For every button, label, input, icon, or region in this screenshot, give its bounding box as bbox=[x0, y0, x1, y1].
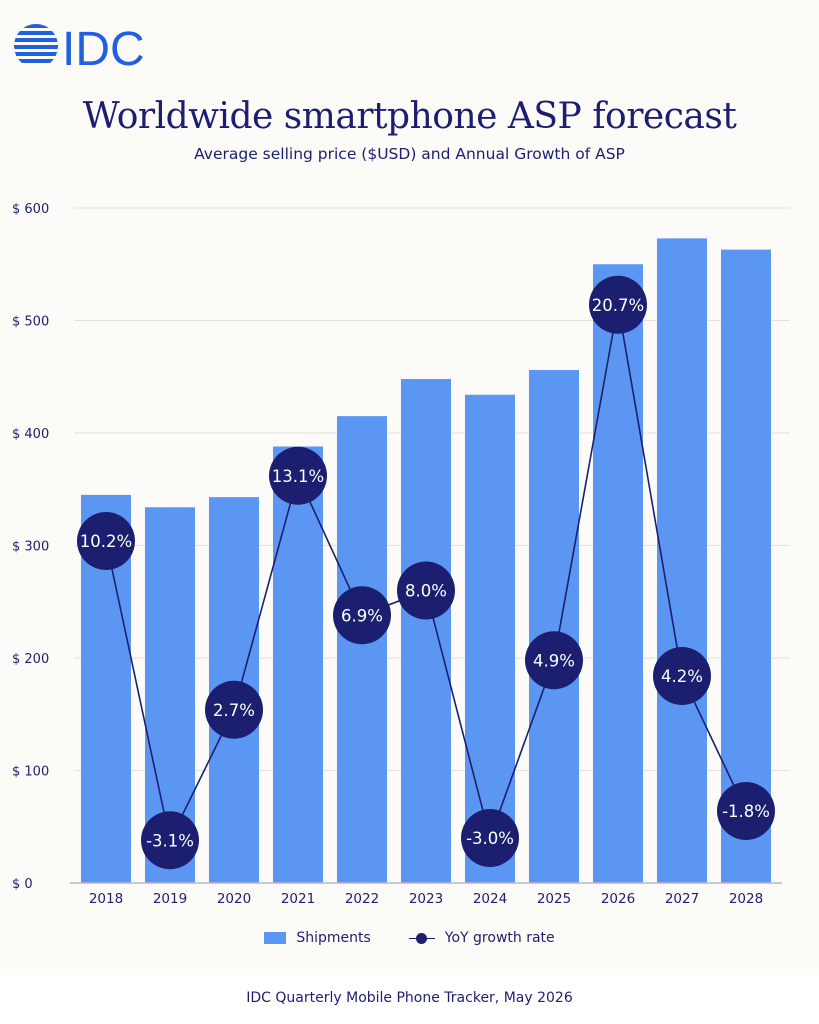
growth-data-label: 6.9% bbox=[341, 606, 383, 625]
x-tick-label: 2027 bbox=[665, 891, 699, 907]
bar bbox=[401, 379, 451, 883]
growth-data-label: -1.8% bbox=[722, 802, 770, 821]
growth-point bbox=[717, 782, 775, 840]
x-tick-label: 2021 bbox=[281, 891, 315, 907]
growth-point bbox=[269, 446, 327, 505]
svg-text:IDC: IDC bbox=[62, 23, 145, 72]
growth-data-label: 4.2% bbox=[661, 667, 703, 686]
growth-point bbox=[333, 586, 391, 645]
legend-label-growth: YoY growth rate bbox=[444, 930, 555, 946]
growth-data-label: 2.7% bbox=[213, 701, 255, 720]
chart-subtitle: Average selling price ($USD) and Annual … bbox=[194, 145, 625, 163]
x-tick-label: 2023 bbox=[409, 891, 443, 907]
growth-data-label: 10.2% bbox=[80, 532, 132, 551]
legend-item-growth: YoY growth rate bbox=[408, 930, 555, 946]
x-tick-label: 2018 bbox=[89, 891, 123, 907]
y-tick-label: $ 100 bbox=[12, 765, 49, 780]
growth-point bbox=[525, 631, 583, 690]
legend-swatch-line bbox=[408, 931, 435, 945]
growth-point bbox=[77, 512, 135, 570]
chart-card: IDC Worldwide smartphone ASP forecast Av… bbox=[0, 23, 819, 946]
x-tick-label: 2022 bbox=[345, 891, 379, 907]
y-tick-label: $ 0 bbox=[12, 877, 33, 892]
growth-point bbox=[141, 811, 199, 870]
chart-legend: Shipments YoY growth rate bbox=[0, 930, 819, 946]
legend-item-shipments: Shipments bbox=[264, 930, 371, 946]
growth-point bbox=[589, 275, 647, 334]
y-tick-label: $ 600 bbox=[12, 202, 49, 217]
combo-chart: $ 0 $ 100 $ 200 $ 300 $ 400 $ 500 $ 600 2018 201… bbox=[12, 202, 790, 907]
y-tick-label: $ 300 bbox=[12, 540, 49, 555]
x-tick-label: 2025 bbox=[537, 891, 571, 907]
idc-logo: IDC bbox=[14, 23, 145, 72]
growth-point bbox=[205, 680, 263, 739]
growth-data-label: 20.7% bbox=[592, 296, 644, 315]
bar bbox=[593, 264, 643, 883]
chart-title: Worldwide smartphone ASP forecast bbox=[82, 96, 737, 137]
bar bbox=[337, 416, 387, 883]
source-note: IDC Quarterly Mobile Phone Tracker, May … bbox=[246, 990, 573, 1006]
growth-data-label: 13.1% bbox=[272, 467, 324, 486]
bar bbox=[465, 394, 515, 883]
growth-point bbox=[653, 647, 711, 705]
y-tick-label: $ 200 bbox=[12, 652, 49, 667]
bar bbox=[657, 238, 707, 883]
legend-swatch-bar bbox=[264, 932, 287, 944]
growth-point bbox=[397, 561, 455, 620]
bar bbox=[273, 446, 323, 883]
x-tick-label: 2019 bbox=[153, 891, 187, 907]
growth-data-label: -3.0% bbox=[466, 829, 514, 848]
y-tick-label: $ 500 bbox=[12, 315, 49, 330]
x-tick-label: 2024 bbox=[473, 891, 507, 907]
growth-data-label: 8.0% bbox=[405, 582, 447, 601]
bar bbox=[529, 370, 579, 883]
x-tick-label: 2020 bbox=[217, 891, 251, 907]
growth-data-label: -3.1% bbox=[146, 831, 194, 850]
x-tick-label: 2028 bbox=[729, 891, 763, 907]
x-tick-label: 2026 bbox=[601, 891, 635, 907]
legend-label-shipments: Shipments bbox=[296, 930, 371, 946]
growth-point bbox=[461, 809, 519, 867]
y-tick-label: $ 400 bbox=[12, 427, 49, 442]
growth-data-label: 4.9% bbox=[533, 651, 575, 670]
